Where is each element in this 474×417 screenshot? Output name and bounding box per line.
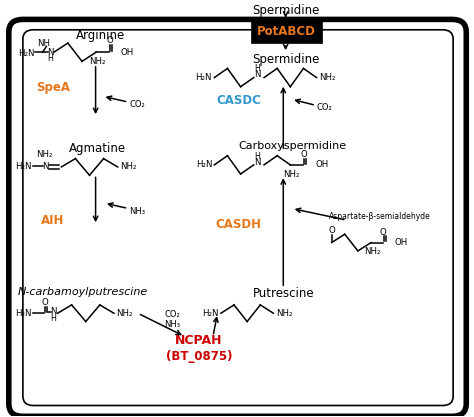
FancyBboxPatch shape [9, 20, 466, 416]
Text: Putrescine: Putrescine [253, 287, 314, 300]
Text: NH₂: NH₂ [89, 57, 105, 66]
Text: SpeA: SpeA [36, 81, 70, 95]
FancyBboxPatch shape [251, 21, 322, 43]
Text: CO₂: CO₂ [129, 100, 145, 109]
Text: CASDC: CASDC [216, 94, 261, 107]
Text: O: O [300, 150, 307, 159]
Text: NH₂: NH₂ [116, 309, 133, 318]
Text: Arginine: Arginine [76, 29, 125, 42]
Text: N: N [42, 163, 49, 171]
Text: NH₃: NH₃ [164, 319, 180, 329]
Text: Aspartate-β-semialdehyde: Aspartate-β-semialdehyde [328, 212, 430, 221]
Text: H₂N: H₂N [202, 309, 219, 318]
Text: OH: OH [315, 161, 328, 169]
Text: NH₂: NH₂ [36, 150, 52, 159]
Text: N: N [254, 158, 261, 167]
Text: CASDH: CASDH [216, 218, 262, 231]
Text: Spermidine: Spermidine [252, 4, 319, 17]
Text: NH₂: NH₂ [283, 169, 300, 178]
Text: H: H [255, 64, 260, 73]
Text: O: O [42, 298, 48, 307]
Text: OH: OH [394, 238, 408, 247]
Text: NH₂: NH₂ [364, 247, 380, 256]
Text: OH: OH [121, 48, 134, 57]
Text: N: N [254, 70, 261, 79]
Text: H₂N: H₂N [18, 49, 35, 58]
Text: CO₂: CO₂ [316, 103, 332, 113]
Text: NCPAH: NCPAH [175, 334, 223, 347]
Text: PotABCD: PotABCD [257, 25, 316, 38]
Text: H₂N: H₂N [15, 163, 31, 171]
Text: N-carbamoylputrescine: N-carbamoylputrescine [18, 286, 148, 296]
Text: NH₂: NH₂ [276, 309, 292, 318]
Text: (BT_0875): (BT_0875) [165, 350, 232, 363]
Text: O: O [328, 226, 335, 236]
Text: H: H [255, 152, 260, 161]
Text: Carboxyspermidine: Carboxyspermidine [238, 141, 346, 151]
Text: Spermidine: Spermidine [252, 53, 319, 66]
Text: H: H [50, 314, 56, 323]
Text: N: N [47, 48, 54, 57]
Text: AIH: AIH [41, 214, 64, 226]
Text: CO₂: CO₂ [164, 310, 180, 319]
Text: H₂N: H₂N [15, 309, 31, 318]
Text: NH: NH [37, 39, 51, 48]
Text: O: O [107, 36, 113, 45]
Text: N: N [50, 307, 56, 316]
Text: H₂N: H₂N [196, 161, 213, 169]
Text: O: O [380, 228, 387, 237]
Text: H₂N: H₂N [195, 73, 212, 82]
Text: H: H [47, 54, 53, 63]
Text: Agmatine: Agmatine [68, 142, 126, 155]
Text: NH₂: NH₂ [319, 73, 336, 82]
Text: NH₃: NH₃ [129, 207, 145, 216]
Text: NH₂: NH₂ [120, 163, 137, 171]
